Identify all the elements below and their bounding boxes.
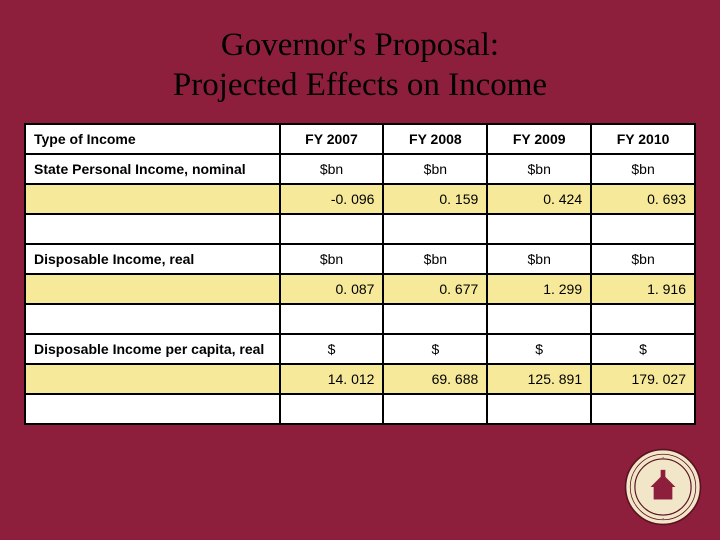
empty-cell: [25, 394, 280, 424]
empty-cell: [383, 394, 487, 424]
value-cell: 0. 159: [383, 184, 487, 214]
empty-cell: [591, 214, 695, 244]
value-cell: 69. 688: [383, 364, 487, 394]
income-table-container: Type of Income FY 2007 FY 2008 FY 2009 F…: [24, 123, 696, 425]
empty-cell: [280, 214, 384, 244]
unit-cell: $bn: [591, 244, 695, 274]
unit-cell: $: [383, 334, 487, 364]
table-row: 0. 087 0. 677 1. 299 1. 916: [25, 274, 695, 304]
empty-cell: [487, 394, 591, 424]
unit-cell: $bn: [280, 154, 384, 184]
value-cell: 0. 087: [280, 274, 384, 304]
unit-cell: $bn: [487, 244, 591, 274]
value-cell: 125. 891: [487, 364, 591, 394]
header-fy2007: FY 2007: [280, 124, 384, 154]
empty-cell: [591, 304, 695, 334]
empty-cell: [280, 394, 384, 424]
table-row: -0. 096 0. 159 0. 424 0. 693: [25, 184, 695, 214]
slide-title: Governor's Proposal: Projected Effects o…: [0, 0, 720, 123]
unit-cell: $bn: [280, 244, 384, 274]
unit-cell: $bn: [383, 154, 487, 184]
empty-cell: [25, 214, 280, 244]
empty-cell: [487, 304, 591, 334]
value-cell: 1. 916: [591, 274, 695, 304]
value-cell: 1. 299: [487, 274, 591, 304]
empty-cell: [383, 214, 487, 244]
row-label-disposable-income-per-capita: Disposable Income per capita, real: [25, 334, 280, 364]
institute-seal-icon: • • • •: [624, 448, 702, 526]
empty-cell: [25, 304, 280, 334]
unit-cell: $: [487, 334, 591, 364]
empty-cell: [25, 274, 280, 304]
value-cell: 0. 693: [591, 184, 695, 214]
empty-cell: [383, 304, 487, 334]
title-line-2: Projected Effects on Income: [173, 67, 547, 103]
empty-cell: [25, 184, 280, 214]
empty-cell: [591, 394, 695, 424]
title-line-1: Governor's Proposal:: [221, 27, 499, 63]
table-row: Disposable Income per capita, real $ $ $…: [25, 334, 695, 364]
empty-cell: [487, 214, 591, 244]
unit-cell: $bn: [591, 154, 695, 184]
table-row: State Personal Income, nominal $bn $bn $…: [25, 154, 695, 184]
value-cell: 14. 012: [280, 364, 384, 394]
table-header-row: Type of Income FY 2007 FY 2008 FY 2009 F…: [25, 124, 695, 154]
value-cell: 0. 424: [487, 184, 591, 214]
header-type-of-income: Type of Income: [25, 124, 280, 154]
unit-cell: $: [591, 334, 695, 364]
value-cell: -0. 096: [280, 184, 384, 214]
table-row: Disposable Income, real $bn $bn $bn $bn: [25, 244, 695, 274]
header-fy2008: FY 2008: [383, 124, 487, 154]
empty-cell: [25, 364, 280, 394]
header-fy2010: FY 2010: [591, 124, 695, 154]
header-fy2009: FY 2009: [487, 124, 591, 154]
table-row: 14. 012 69. 688 125. 891 179. 027: [25, 364, 695, 394]
unit-cell: $bn: [487, 154, 591, 184]
income-effects-table: Type of Income FY 2007 FY 2008 FY 2009 F…: [24, 123, 696, 425]
table-row: [25, 394, 695, 424]
value-cell: 179. 027: [591, 364, 695, 394]
row-label-disposable-income-real: Disposable Income, real: [25, 244, 280, 274]
table-row: [25, 214, 695, 244]
unit-cell: $: [280, 334, 384, 364]
unit-cell: $bn: [383, 244, 487, 274]
value-cell: 0. 677: [383, 274, 487, 304]
table-row: [25, 304, 695, 334]
row-label-state-personal-income: State Personal Income, nominal: [25, 154, 280, 184]
empty-cell: [280, 304, 384, 334]
